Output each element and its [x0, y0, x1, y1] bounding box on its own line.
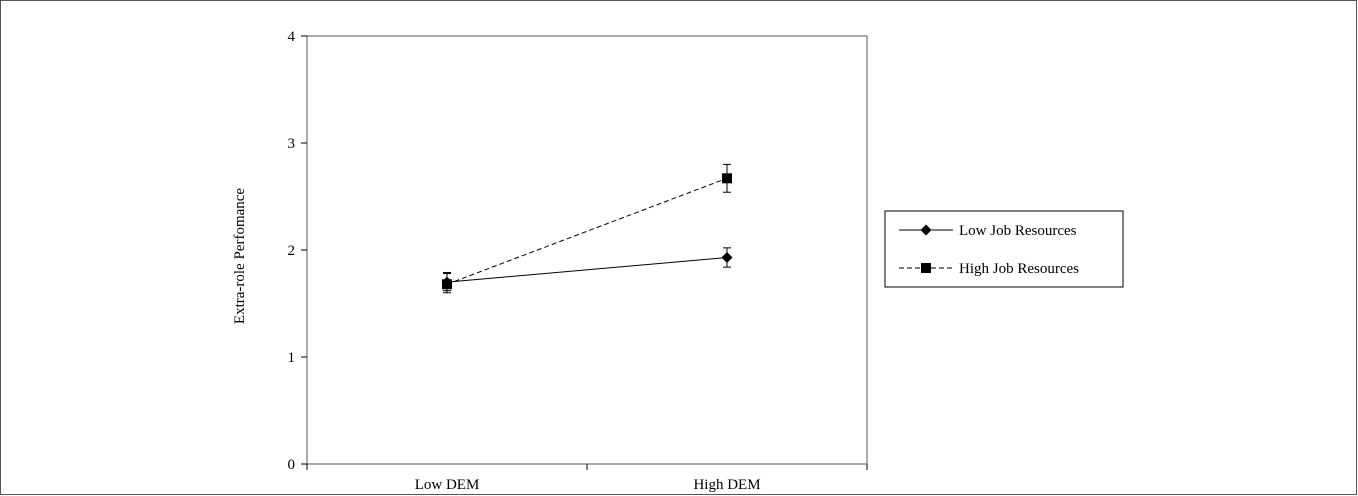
y-tick-label: 2 — [288, 243, 296, 259]
legend-box — [884, 210, 1124, 288]
y-tick-label: 3 — [288, 136, 296, 152]
series-line — [446, 256, 728, 283]
data-point-marker — [721, 251, 733, 263]
legend-marker — [921, 263, 931, 273]
legend-label: Low Job Resources — [959, 223, 1077, 239]
y-tick-label: 1 — [288, 350, 296, 366]
data-point-marker — [442, 279, 452, 290]
legend-marker — [920, 224, 932, 236]
legend: Low Job Resources High Job Resources — [884, 210, 1124, 288]
y-tick-label: 4 — [288, 29, 296, 45]
y-axis: 0 1 2 3 4 — [288, 29, 307, 473]
y-tick-label: 0 — [288, 457, 296, 473]
data-point-marker — [722, 173, 732, 184]
x-axis: Low DEM High DEM — [306, 464, 868, 493]
x-category-label: Low DEM — [415, 477, 480, 493]
x-category-label: High DEM — [693, 477, 760, 493]
series-line — [446, 177, 728, 285]
y-axis-title: Extra-role Perfomance — [232, 188, 248, 325]
plot-area-frame — [306, 35, 868, 465]
series-layer — [441, 163, 733, 294]
series-low-job-resources — [441, 247, 733, 292]
series-high-job-resources — [442, 163, 732, 294]
legend-label: High Job Resources — [959, 261, 1079, 277]
